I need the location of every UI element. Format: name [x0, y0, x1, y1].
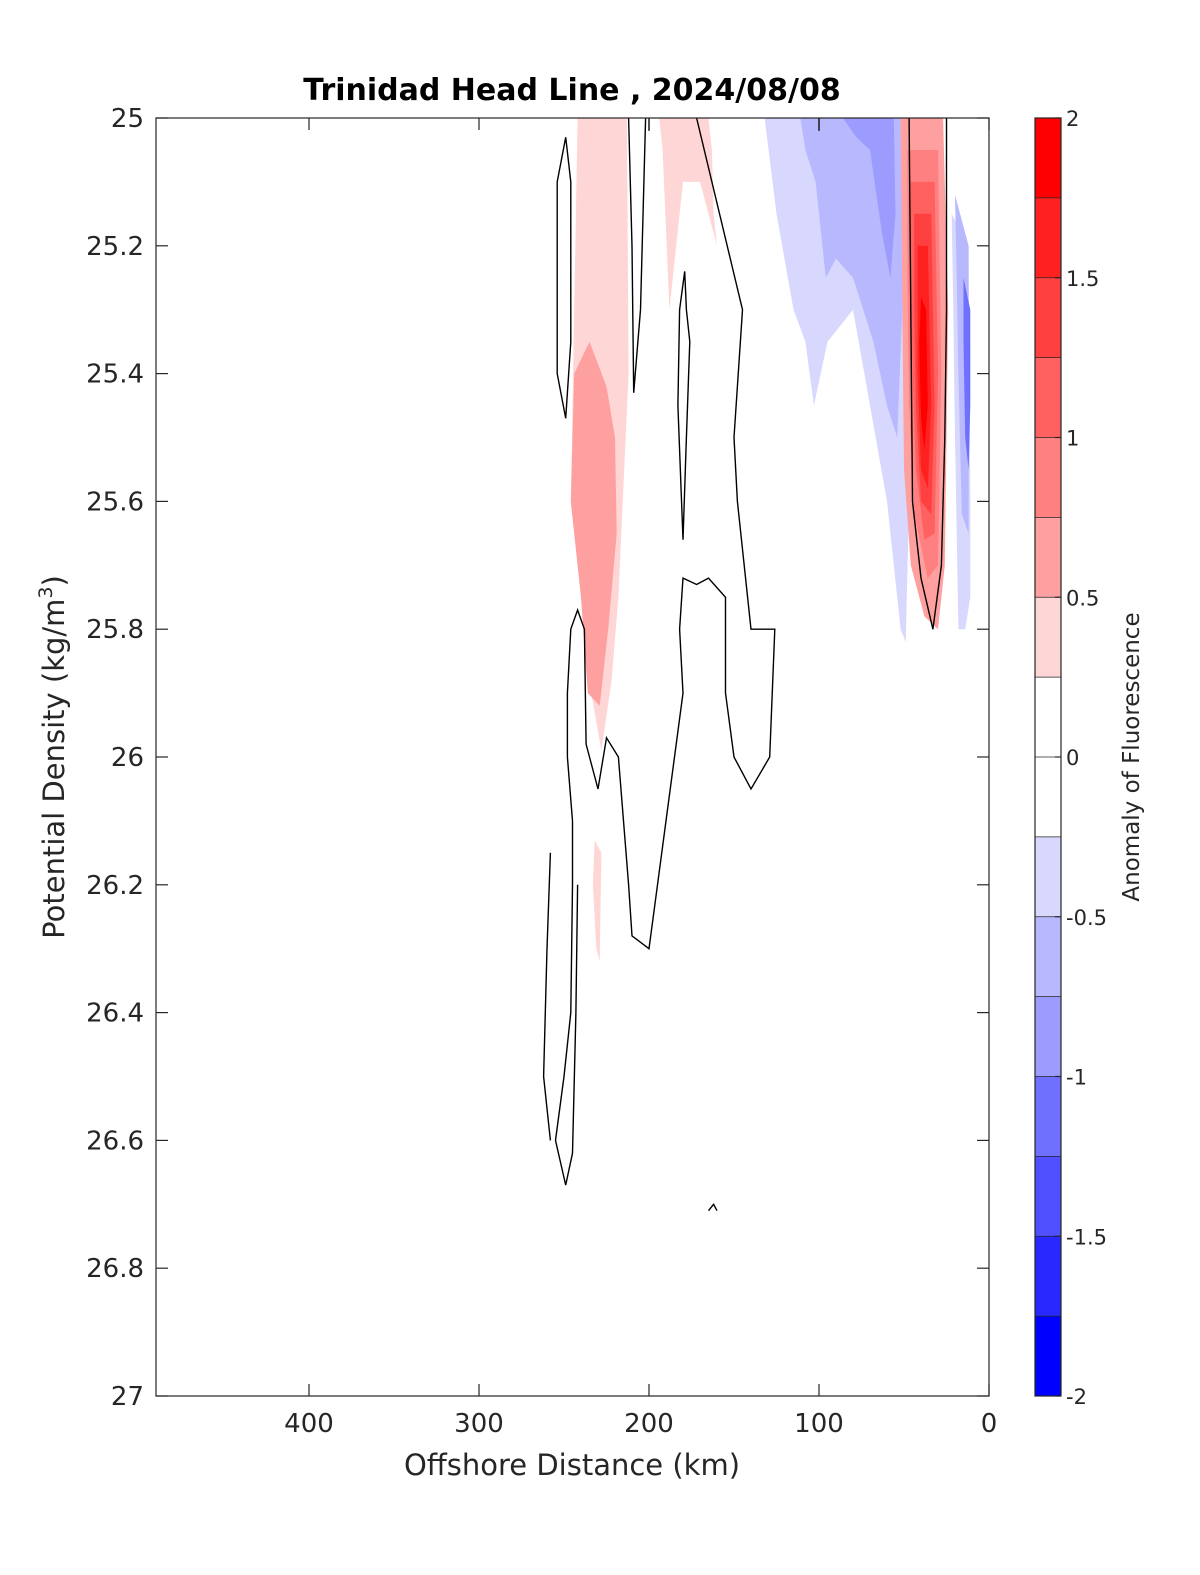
colorbar-ticks: 2 1.5 1 0.5 0 -0.5 -1 -1.5 -2 [1055, 107, 1107, 1409]
x-tick-label: 0 [981, 1409, 998, 1439]
y-tick-label: 25.8 [86, 615, 144, 645]
colorbar-level-12 [1035, 1076, 1061, 1157]
colorbar-tick-label: -1 [1066, 1066, 1087, 1090]
x-tick-label: 400 [284, 1409, 334, 1439]
y-axis: 25 25.2 25.4 25.6 25.8 26 26.2 26.4 26.6 26.8 27 [86, 104, 989, 1412]
x-axis-label: Offshore Distance (km) [404, 1448, 740, 1482]
zero-contour-0 [556, 137, 572, 419]
y-axis-label-main: Potential Density (kg/m [37, 599, 71, 939]
y-tick-label: 26 [111, 743, 144, 773]
y-tick-label: 27 [111, 1382, 144, 1412]
colorbar-level-15 [1035, 1316, 1061, 1396]
colorbar-level-4 [1035, 437, 1061, 518]
y-tick-label: 25.6 [86, 487, 144, 517]
y-tick-label: 25 [111, 104, 144, 134]
contour-fill-2 [659, 118, 717, 310]
colorbar-level-10 [1035, 916, 1061, 997]
contour-fill-15 [919, 296, 928, 451]
colorbar-tick-label: 1.5 [1066, 267, 1099, 291]
y-tick-label: 26.4 [86, 999, 144, 1029]
x-tick-label: 200 [624, 1409, 674, 1439]
colorbar-level-8 [1035, 757, 1061, 837]
colorbar-tick-label: 0.5 [1066, 586, 1099, 610]
zero-contour-5 [908, 117, 948, 630]
y-tick-label: 25.2 [86, 232, 144, 262]
colorbar-tick-label: 1 [1066, 427, 1079, 451]
y-axis-label-end: ) [37, 575, 71, 586]
colorbar-level-13 [1035, 1156, 1061, 1237]
colorbar-level-6 [1035, 597, 1061, 678]
colorbar-level-11 [1035, 996, 1061, 1077]
y-axis-label-sup: 3 [35, 586, 57, 598]
colorbar-tick-label: 0 [1066, 746, 1079, 770]
colorbar-level-5 [1035, 517, 1061, 598]
colorbar-level-1 [1035, 197, 1061, 278]
colorbar-level-2 [1035, 277, 1061, 358]
x-tick-label: 300 [454, 1409, 504, 1439]
colorbar-tick-label: -2 [1066, 1385, 1087, 1409]
colorbar-tick-label: 2 [1066, 107, 1079, 131]
colorbar-tick-label: -0.5 [1066, 906, 1107, 930]
zero-contour-8 [707, 1203, 718, 1212]
colorbar-level-0 [1035, 118, 1061, 198]
zero-contour-3 [677, 271, 691, 540]
y-tick-label: 26.6 [86, 1126, 144, 1156]
colorbar-level-7 [1035, 677, 1061, 757]
contour-fill-6 [842, 118, 896, 278]
y-tick-label: 26.8 [86, 1254, 144, 1284]
x-axis: 400 300 200 100 0 [284, 118, 997, 1439]
contour-fill-3 [592, 840, 602, 962]
y-axis-label: Potential Density (kg/m3) [35, 575, 71, 939]
colorbar-level-9 [1035, 836, 1061, 917]
zero-contour-7 [542, 852, 552, 1141]
y-tick-label: 25.4 [86, 360, 144, 390]
contour-fill-1 [570, 341, 617, 706]
colorbar-level-3 [1035, 357, 1061, 438]
contour-fill-9 [963, 277, 971, 470]
chart-title: Trinidad Head Line , 2024/08/08 [303, 73, 840, 108]
contour-fill-8 [955, 194, 969, 534]
contour-fill-5 [800, 118, 903, 438]
zero-contour-6 [554, 117, 776, 1186]
colorbar-tick-label: -1.5 [1066, 1225, 1107, 1249]
y-tick-label: 26.2 [86, 871, 144, 901]
colorbar-label: Anomaly of Fluorescence [1119, 612, 1145, 901]
colorbar-level-14 [1035, 1236, 1061, 1317]
zero-contour-1 [627, 117, 647, 393]
x-tick-label: 100 [794, 1409, 844, 1439]
